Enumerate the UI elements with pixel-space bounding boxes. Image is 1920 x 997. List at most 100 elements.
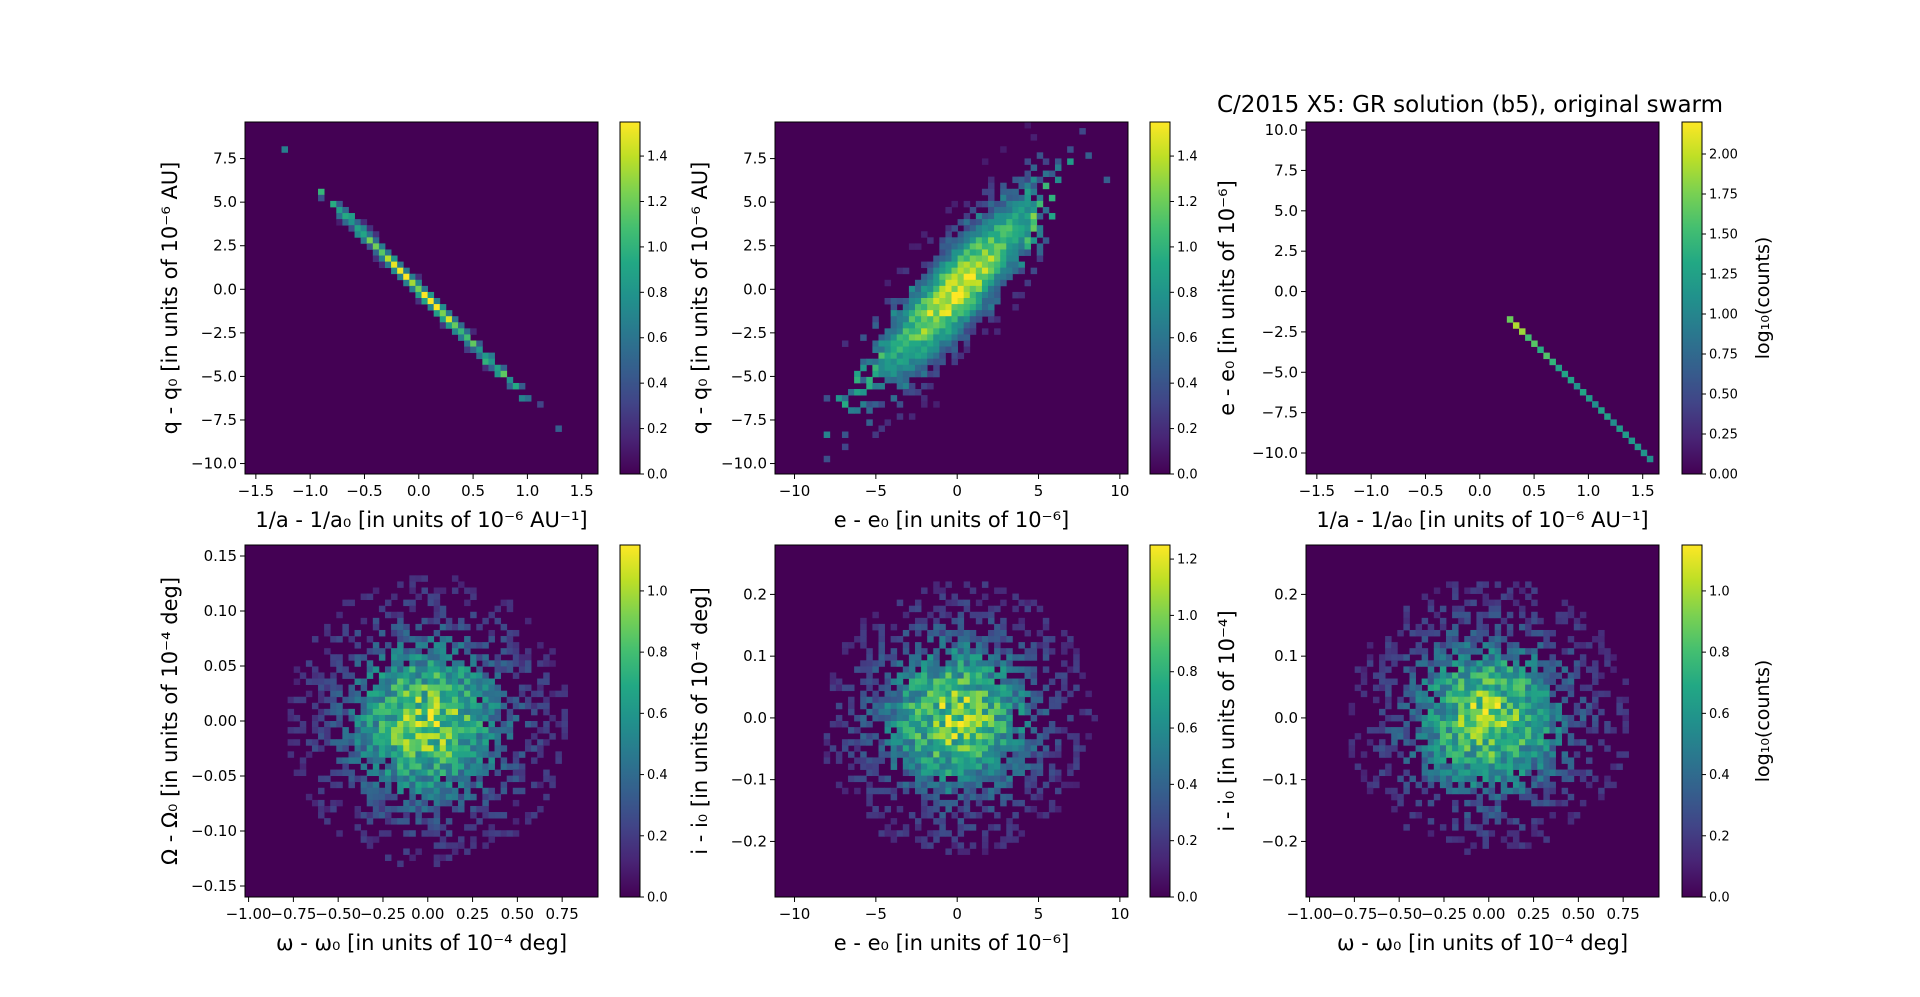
colorbar-tick-label: 1.2 [1177, 195, 1198, 210]
panel-5: −10 −5 0 5 10 0.2 0.1 0.0 −0.1 −0.2 e - e₀ [in uni… [688, 544, 1198, 955]
colorbar-tick-label: 0.6 [1709, 707, 1730, 722]
y-tick-label: 0.0 [743, 280, 767, 298]
x-tick-label: −10 [779, 482, 811, 500]
x-tick-label: 0.5 [1522, 482, 1546, 500]
x-tick-label: 0.5 [461, 482, 485, 500]
y-tick-label: 0.2 [743, 585, 767, 603]
x-axis-label: e - e₀ [in units of 10⁻⁶] [834, 931, 1070, 955]
colorbar-tick-label: 0.4 [647, 768, 668, 783]
colorbar [1149, 121, 1171, 475]
y-tick-label: 7.5 [743, 150, 767, 168]
x-axis-label: e - e₀ [in units of 10⁻⁶] [834, 508, 1070, 532]
x-tick-label: −5 [865, 905, 887, 923]
x-tick-label: 1.0 [1576, 482, 1600, 500]
y-tick-label: −7.5 [1262, 404, 1298, 422]
heatmap-cells [1348, 581, 1629, 855]
x-tick-label: 0.50 [1562, 905, 1595, 923]
y-axis-label: e - e₀ [in units of 10⁻⁶] [1215, 180, 1239, 416]
y-tick-label: 5.0 [213, 193, 237, 211]
x-tick-label: −0.50 [1376, 905, 1422, 923]
x-tick-label: 10 [1110, 482, 1129, 500]
x-tick-label: 0.75 [1606, 905, 1639, 923]
colorbar-tick-label: 1.25 [1709, 268, 1738, 283]
panel-3: −1.5 −1.0 −0.5 0.0 0.5 1.0 1.5 10.0 7.5 5.0 2.5 0.0… [1215, 121, 1774, 532]
y-tick-label: −5.0 [731, 367, 767, 385]
axes-frame [1305, 121, 1660, 475]
y-tick-label: 7.5 [1274, 161, 1298, 179]
colorbar [1149, 544, 1171, 898]
x-tick-label: 1.0 [515, 482, 539, 500]
colorbar-tick-label: 0.4 [647, 377, 668, 392]
x-tick-label: 0.0 [407, 482, 431, 500]
x-axis-label: ω - ω₀ [in units of 10⁻⁴ deg] [1337, 931, 1628, 955]
y-tick-label: −0.05 [191, 767, 237, 785]
y-tick-label: 0.0 [1274, 709, 1298, 727]
colorbar-tick-label: 1.50 [1709, 228, 1738, 243]
colorbar [1681, 544, 1703, 898]
y-tick-label: −2.5 [201, 324, 237, 342]
x-tick-label: −0.25 [1421, 905, 1467, 923]
x-tick-label: 0.50 [501, 905, 534, 923]
x-tick-label: 0 [952, 905, 962, 923]
x-axis-label: 1/a - 1/a₀ [in units of 10⁻⁶ AU⁻¹] [255, 508, 587, 532]
x-tick-label: −1.5 [1299, 482, 1335, 500]
x-tick-label: −10 [779, 905, 811, 923]
y-tick-label: −2.5 [1262, 323, 1298, 341]
colorbar-tick-label: 1.00 [1709, 308, 1738, 323]
colorbar-tick-label: 1.0 [647, 240, 668, 255]
x-tick-label: −1.5 [238, 482, 274, 500]
colorbar-tick-label: 1.0 [1177, 609, 1198, 624]
y-tick-label: −5.0 [1262, 363, 1298, 381]
colorbar-tick-label: 0.8 [647, 286, 668, 301]
y-tick-label: 0.2 [1274, 585, 1298, 603]
y-tick-label: −10.0 [721, 455, 767, 473]
colorbar-label: log₁₀(counts) [1752, 237, 1774, 360]
y-tick-label: 0.1 [743, 647, 767, 665]
y-tick-label: −0.1 [1262, 771, 1298, 789]
x-tick-label: −1.0 [1353, 482, 1389, 500]
colorbar-tick-label: 0.2 [647, 422, 668, 437]
x-tick-label: 5 [1034, 482, 1044, 500]
colorbar [619, 121, 641, 475]
y-axis-label: q - q₀ [in units of 10⁻⁶ AU] [688, 162, 712, 435]
y-tick-label: 0.15 [204, 547, 237, 565]
colorbar-tick-label: 0.8 [1709, 646, 1730, 661]
colorbar-tick-label: 1.4 [647, 150, 668, 165]
y-tick-label: 5.0 [1274, 202, 1298, 220]
y-tick-label: −0.2 [1262, 832, 1298, 850]
axes-frame [244, 121, 599, 475]
panel-1: −1.5 −1.0 −0.5 0.0 0.5 1.0 1.5 7.5 5.0 2.5 0.0 −2.5… [158, 121, 668, 532]
colorbar [619, 544, 641, 898]
plot-area [1306, 122, 1659, 474]
colorbar-tick-label: 1.0 [1177, 240, 1198, 255]
y-tick-label: −0.15 [191, 877, 237, 895]
figure-title: C/2015 X5: GR solution (b5), original sw… [1217, 92, 1723, 118]
heatmap-cells [281, 146, 562, 432]
y-tick-label: 10.0 [1265, 121, 1298, 139]
x-tick-label: −0.5 [1407, 482, 1443, 500]
x-tick-label: −0.25 [360, 905, 406, 923]
panel-4: −1.00−0.75−0.50−0.25 0.00 0.25 0.50 0.75 0.15… [158, 544, 668, 955]
colorbar-tick-label: 0.6 [647, 331, 668, 346]
colorbar-tick-label: 0.2 [1177, 422, 1198, 437]
colorbar-tick-label: 0.2 [647, 829, 668, 844]
colorbar-tick-label: 0.2 [1177, 834, 1198, 849]
x-tick-label: −0.75 [270, 905, 316, 923]
colorbar-tick-label: 0.0 [647, 891, 668, 906]
colorbar-tick-label: 0.00 [1709, 468, 1738, 483]
y-tick-label: 2.5 [743, 237, 767, 255]
x-tick-label: 0.00 [411, 905, 444, 923]
x-tick-label: −0.5 [346, 482, 382, 500]
x-tick-label: −1.00 [226, 905, 272, 923]
x-tick-label: 1.5 [1631, 482, 1655, 500]
y-tick-label: 5.0 [743, 193, 767, 211]
colorbar-tick-label: 0.8 [647, 646, 668, 661]
y-tick-label: −0.2 [731, 832, 767, 850]
y-tick-label: 7.5 [213, 150, 237, 168]
y-axis-label: Ω - Ω₀ [in units of 10⁻⁴ deg] [158, 577, 182, 865]
x-tick-label: 10 [1110, 905, 1129, 923]
x-tick-label: −0.50 [315, 905, 361, 923]
colorbar-tick-label: 0.0 [1709, 891, 1730, 906]
x-tick-label: −1.0 [292, 482, 328, 500]
